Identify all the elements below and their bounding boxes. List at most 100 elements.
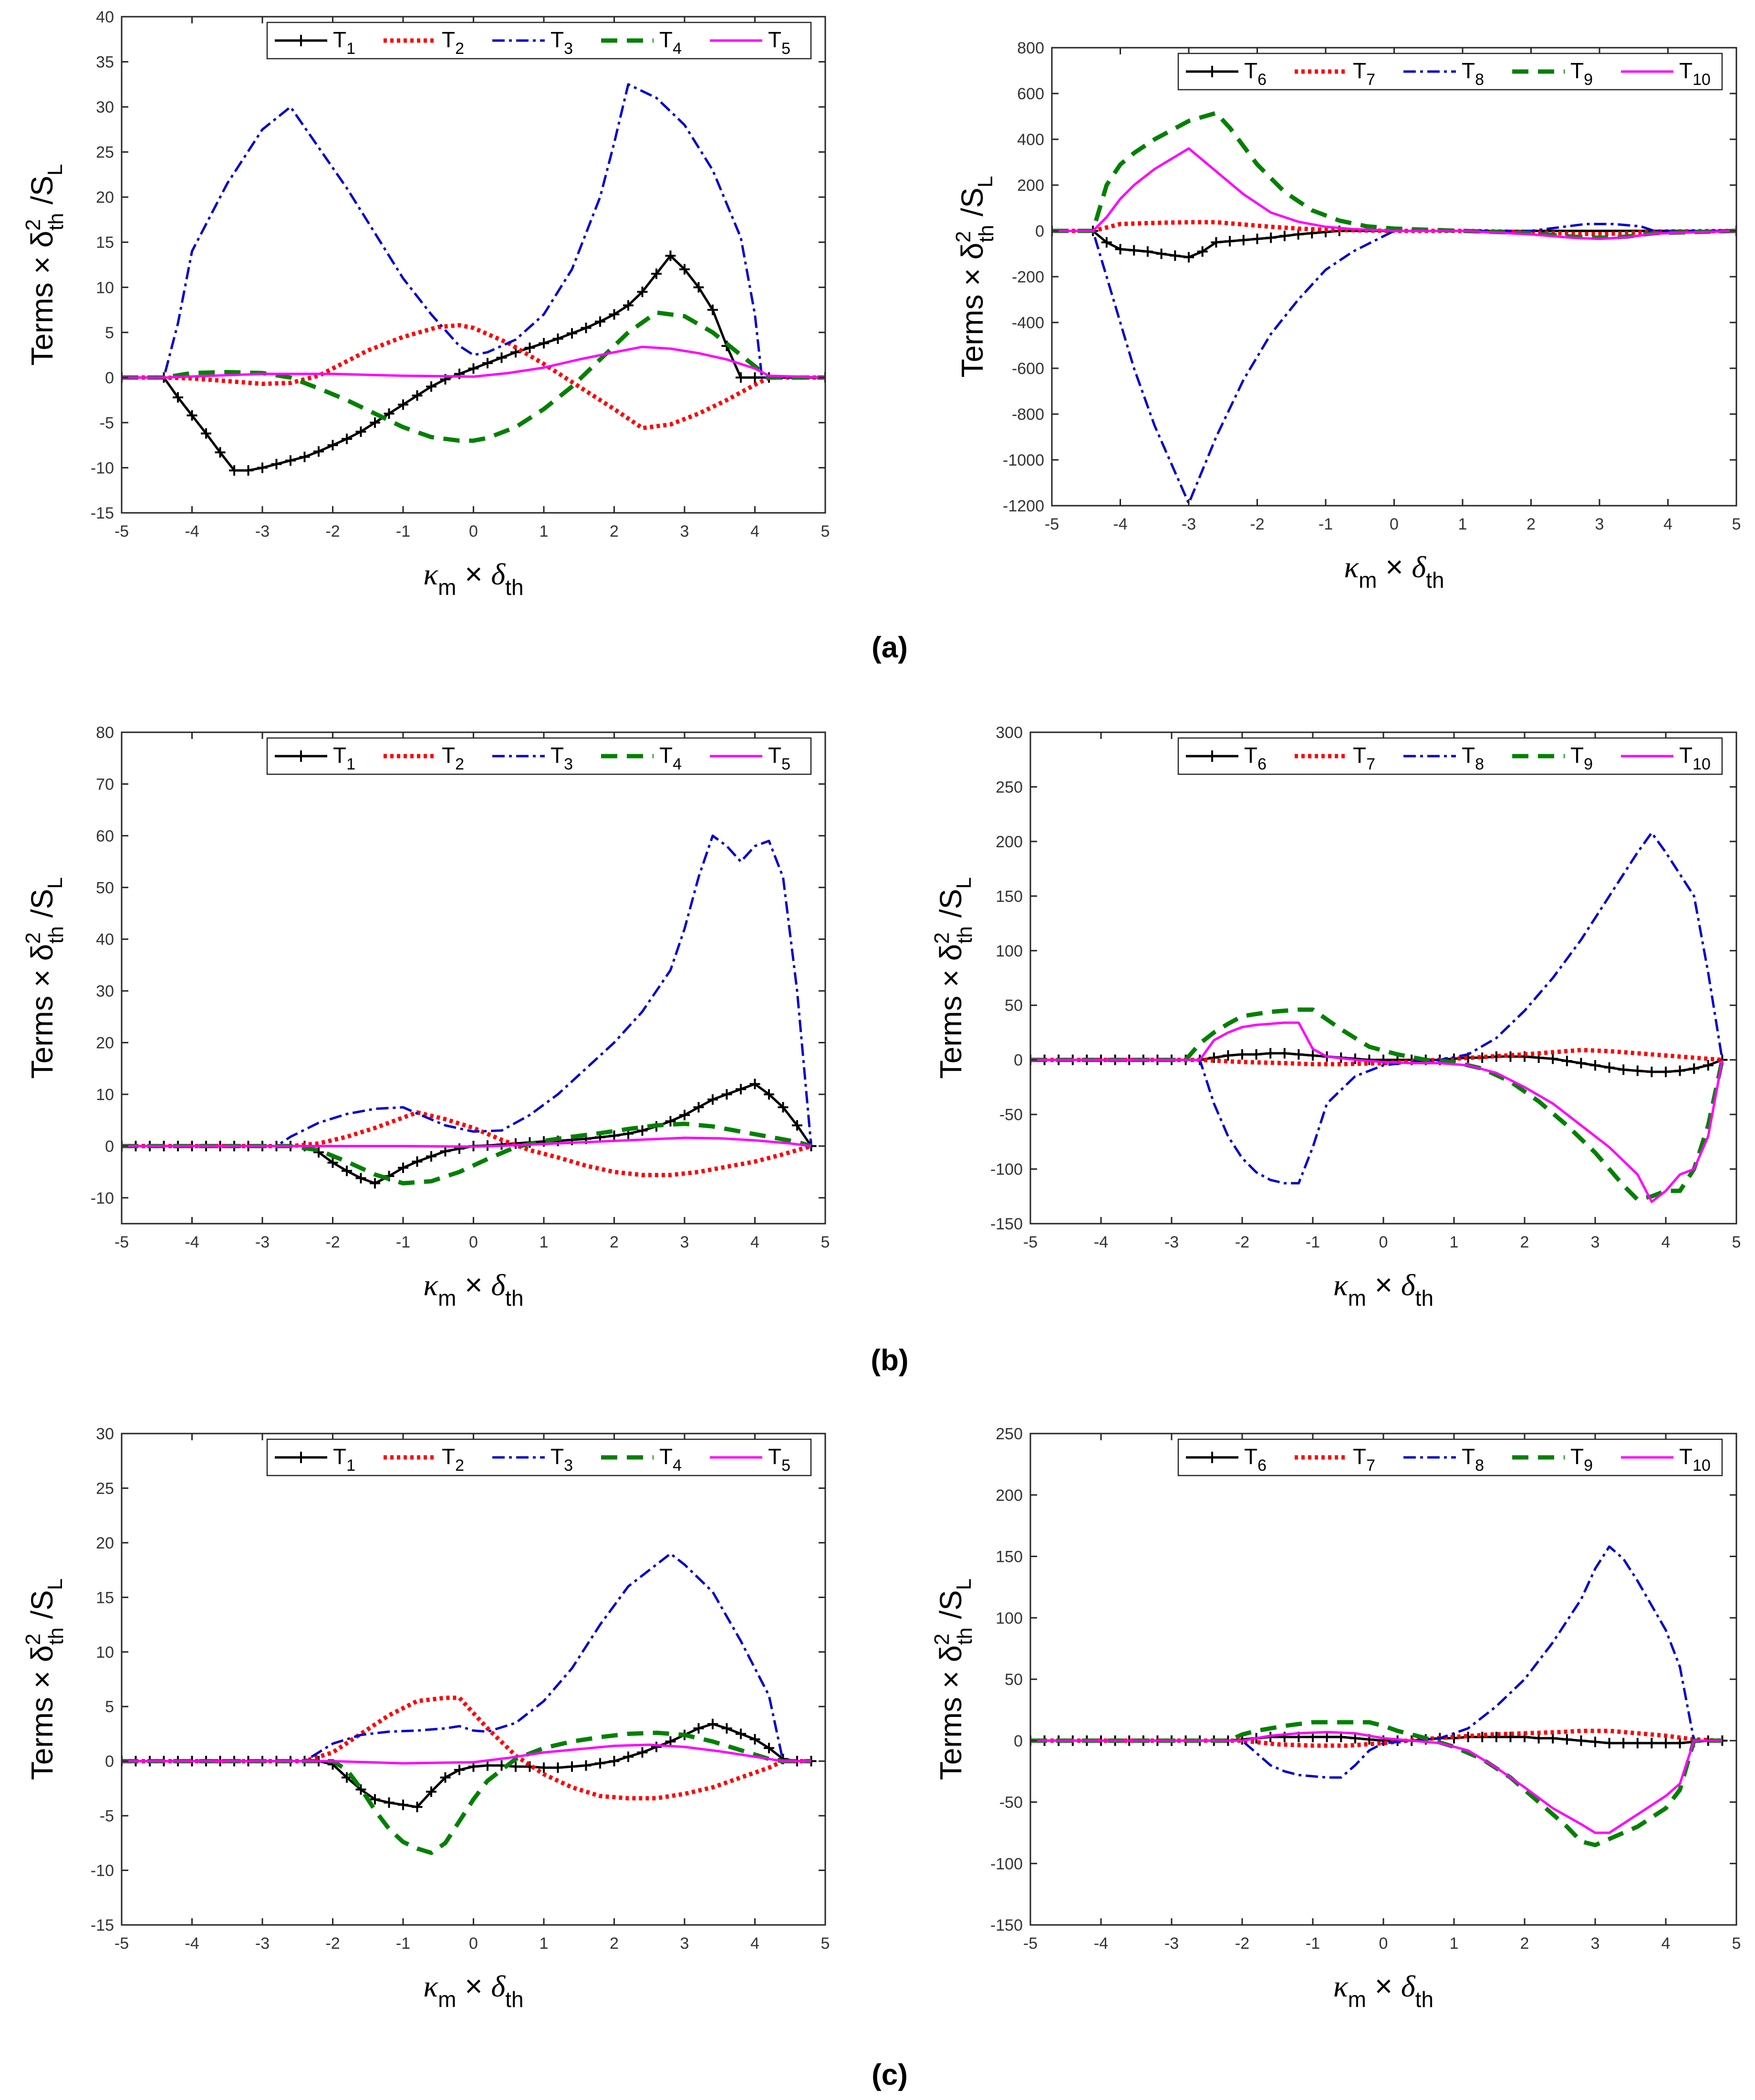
plot-area	[122, 1434, 825, 1925]
series-marker-T6	[1646, 1066, 1657, 1077]
legend-label-T3: T3	[550, 1444, 573, 1475]
series-marker-T1	[665, 1116, 676, 1127]
series-marker-T1	[398, 1162, 408, 1173]
series-line-T10	[1030, 1021, 1724, 1203]
series-line-T2	[122, 1110, 812, 1177]
legend-label-T7: T7	[1353, 58, 1375, 89]
series-marker-T1	[299, 451, 310, 462]
y-tick-label: 10	[96, 279, 114, 297]
series-group	[122, 834, 817, 1189]
series-marker-T1	[749, 1734, 760, 1745]
y-tick-label: 40	[96, 931, 114, 949]
x-axis-label: κm × δth	[1333, 1268, 1433, 1310]
series-marker-T1	[637, 1747, 648, 1758]
x-tick-label: -5	[114, 522, 129, 541]
series-marker-T6	[1632, 1737, 1643, 1748]
series-marker-T1	[243, 465, 254, 476]
x-tick-label: -3	[255, 1233, 270, 1251]
series-line-T10	[1030, 1731, 1723, 1834]
series-marker-T1	[524, 342, 535, 353]
series-line-T8	[1030, 1545, 1723, 1779]
y-tick-label: -50	[999, 1106, 1023, 1124]
x-tick-label: 0	[469, 1934, 478, 1953]
y-tick-label: 30	[96, 1425, 114, 1443]
y-axis-label: Terms × δ2th /SL	[930, 877, 976, 1079]
series-marker-T1	[693, 1723, 704, 1734]
y-tick-label: 60	[96, 827, 114, 845]
series-marker-T1	[539, 1762, 549, 1773]
x-tick-label: -4	[1113, 515, 1127, 533]
series-marker-T1	[539, 338, 549, 349]
x-tick-label: -3	[1164, 1233, 1179, 1251]
y-tick-label: -600	[1012, 360, 1044, 378]
y-tick-label: -10	[91, 1862, 114, 1880]
y-tick-label: 20	[96, 1034, 114, 1052]
x-axis-label: κm × δth	[1333, 1969, 1433, 2012]
plot-area	[1030, 1434, 1736, 1925]
legend-label-T7: T7	[1353, 743, 1375, 773]
series-marker-T6	[1561, 1734, 1572, 1745]
legend-marker-T1	[295, 35, 307, 46]
series-marker-T1	[426, 381, 436, 392]
x-tick-label: -4	[185, 522, 199, 541]
series-marker-T6	[1576, 1735, 1587, 1746]
x-tick-label: -2	[1250, 515, 1264, 533]
y-axis-label: Terms × δ2th /SL	[930, 1579, 976, 1780]
x-tick-label: -2	[1235, 1233, 1249, 1251]
series-marker-T1	[342, 1165, 352, 1176]
series-marker-T6	[1561, 1055, 1572, 1066]
series-marker-T1	[187, 410, 197, 421]
series-marker-T1	[355, 426, 366, 437]
series-marker-T6	[1238, 235, 1249, 246]
x-tick-label: -1	[396, 1934, 410, 1953]
series-line-T10	[1052, 147, 1736, 240]
series-marker-T1	[764, 1089, 774, 1100]
series-marker-T6	[1547, 1733, 1558, 1744]
x-tick-label: 5	[1732, 1934, 1741, 1953]
series-marker-T6	[1703, 1060, 1713, 1071]
series-marker-T6	[1646, 1737, 1657, 1748]
series-marker-T1	[257, 462, 268, 473]
legend-label-T8: T8	[1462, 58, 1484, 89]
series-marker-T6	[1308, 1050, 1318, 1061]
legend: T1 T2 T3 T4 T5	[266, 21, 812, 60]
series-marker-T1	[581, 1760, 592, 1771]
series-line-T9	[1030, 1720, 1723, 1848]
series-marker-T1	[426, 1151, 436, 1162]
y-tick-label: 70	[96, 775, 114, 793]
x-tick-label: -4	[185, 1233, 199, 1251]
series-line-T5	[122, 1743, 811, 1765]
series-marker-T1	[581, 322, 592, 333]
series-marker-T1	[398, 399, 408, 410]
legend-label-T3: T3	[550, 743, 573, 773]
series-marker-T1	[327, 1157, 338, 1168]
legend-label-T2: T2	[442, 27, 464, 58]
legend-label-T4: T4	[659, 1444, 682, 1475]
series-marker-T1	[595, 1758, 605, 1769]
series-line-T4	[122, 1730, 811, 1855]
series-marker-T6	[1661, 1066, 1671, 1077]
plot-area	[122, 17, 825, 513]
y-axis-label: Terms × δ2th /SL	[21, 877, 68, 1079]
y-tick-label: -1000	[1003, 451, 1044, 469]
x-tick-label: 3	[1591, 1233, 1600, 1251]
series-marker-T1	[370, 1794, 380, 1805]
series-marker-T1	[736, 1728, 746, 1739]
y-tick-label: -400	[1012, 314, 1044, 332]
x-tick-label: -3	[255, 522, 270, 541]
series-marker-T1	[510, 1761, 521, 1772]
series-marker-T6	[1547, 1053, 1558, 1064]
y-tick-label: 150	[996, 887, 1023, 905]
series-marker-T6	[1129, 245, 1140, 256]
y-tick-label: -10	[91, 459, 114, 477]
series-marker-T1	[412, 1801, 423, 1812]
x-tick-label: 5	[1732, 1233, 1741, 1251]
series-marker-T1	[355, 1784, 366, 1795]
series-marker-T1	[215, 447, 226, 458]
legend-label-T6: T6	[1244, 1444, 1267, 1475]
x-tick-label: 1	[1450, 1233, 1459, 1251]
series-marker-T1	[370, 417, 380, 428]
series-marker-T6	[1252, 233, 1263, 244]
x-tick-label: 5	[821, 1233, 830, 1251]
